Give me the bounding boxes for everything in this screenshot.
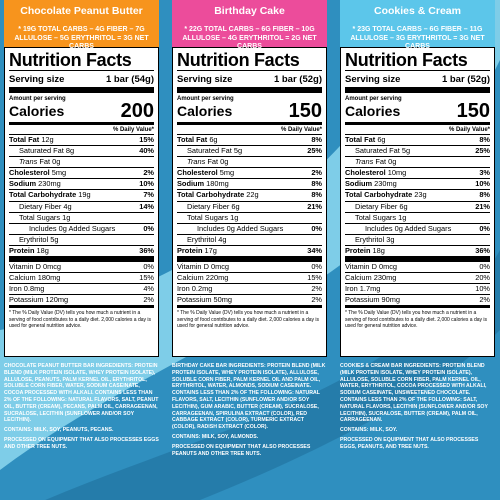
serving-size-value: 1 bar (52g) (441, 74, 490, 85)
ingredients-text: BIRTHDAY CAKE BAR INGREDIENTS: PROTEIN B… (172, 363, 326, 431)
total-fat-row: Total Fat 6g 8% (177, 134, 322, 144)
calcium-row: Calcium 220mg 15% (177, 272, 322, 283)
added-sugars-row: Includes 0g Added Sugars 0% (345, 222, 490, 234)
calcium-row: Calcium 180mg 15% (9, 272, 154, 283)
calories-label: Calories (345, 103, 401, 119)
flavor-header: Birthday Cake (172, 0, 327, 22)
calories-label: Calories (177, 103, 233, 119)
label-column-cookies-and-cream: Cookies & Cream * 23g TOTAL CARBS – 6g F… (340, 0, 495, 500)
calcium-row: Calcium 230mg 20% (345, 272, 490, 283)
potassium-row: Potassium 90mg 2% (345, 294, 490, 305)
label-column-chocolate-peanut-butter: Chocolate Peanut Butter * 19g TOTAL CARB… (4, 0, 159, 500)
allergen-contains: CONTAINS: MILK, SOY, ALMONDS. (172, 433, 259, 440)
flavor-header: Cookies & Cream (340, 0, 495, 22)
iron-row: Iron 1.7mg 10% (345, 283, 490, 294)
added-sugars-row: Includes 0g Added Sugars 0% (177, 222, 322, 234)
nutrition-facts-panel: Nutrition Facts Serving size 1 bar (52g)… (340, 47, 495, 357)
daily-value-footnote: * The % Daily Value (DV) tells you how m… (177, 310, 320, 329)
dietary-fiber-row: Dietary Fiber 6g 21% (177, 200, 322, 212)
trans-fat-row: Trans Fat 0g (177, 156, 322, 167)
vitamin-d-row: Vitamin D 0mcg 0% (177, 262, 322, 272)
daily-value-header: % Daily Value* (280, 127, 322, 133)
iron-row: Iron 0.2mg 2% (177, 283, 322, 294)
ingredients-text: COOKIES & CREAM BAR INGREDIENTS: PROTEIN… (340, 363, 488, 424)
protein-row: Protein 18g 36% (345, 244, 490, 255)
total-sugars-row: Total Sugars 1g (177, 211, 322, 223)
vitamin-d-row: Vitamin D 0mcg 0% (345, 262, 490, 272)
allergen-contains: CONTAINS: MILK, SOY. (340, 427, 398, 434)
net-carbs-note: * 22g TOTAL CARBS – 6g FIBER – 10g ALLUL… (172, 22, 327, 50)
total-carbohydrate-row: Total Carbohydrate 22g 8% (177, 189, 322, 200)
serving-size-value: 1 bar (52g) (273, 74, 322, 85)
serving-size-label: Serving size (345, 74, 401, 85)
serving-size-label: Serving size (9, 74, 65, 85)
erythritol-row: Erythritol 5g (9, 233, 154, 245)
nutrition-facts-title: Nutrition Facts (177, 50, 300, 70)
amount-per-serving: Amount per serving (345, 96, 402, 102)
calories-row: Calories 200 (9, 100, 154, 122)
calories-row: Calories 150 (177, 100, 322, 122)
calories-value: 200 (120, 100, 154, 122)
vitamin-d-row: Vitamin D 0mcg 0% (9, 262, 154, 272)
allergen-processed: PROCESSED ON EQUIPMENT THAT ALSO PROCESS… (340, 436, 479, 450)
serving-size-value: 1 bar (54g) (105, 74, 154, 85)
nutrition-facts-title: Nutrition Facts (345, 50, 468, 70)
total-sugars-row: Total Sugars 1g (345, 211, 490, 223)
amount-per-serving: Amount per serving (177, 96, 234, 102)
sodium-row: Sodium 230mg 10% (345, 178, 490, 189)
daily-value-header: % Daily Value* (112, 127, 154, 133)
dietary-fiber-row: Dietary Fiber 4g 14% (9, 200, 154, 212)
potassium-row: Potassium 50mg 2% (177, 294, 322, 305)
trans-fat-row: Trans Fat 0g (345, 156, 490, 167)
daily-value-header: % Daily Value* (448, 127, 490, 133)
ingredients-block: CHOCOLATE PEANUT BUTTER BAR INGREDIENTS:… (4, 363, 159, 451)
serving-size-label: Serving size (177, 74, 233, 85)
net-carbs-note: * 23g TOTAL CARBS – 6g FIBER – 11g ALLUL… (340, 22, 495, 50)
ingredients-block: BIRTHDAY CAKE BAR INGREDIENTS: PROTEIN B… (172, 363, 327, 457)
protein-row: Protein 18g 36% (9, 244, 154, 255)
amount-per-serving: Amount per serving (9, 96, 66, 102)
total-carbohydrate-row: Total Carbohydrate 19g 7% (9, 189, 154, 200)
calories-row: Calories 150 (345, 100, 490, 122)
potassium-row: Potassium 120mg 2% (9, 294, 154, 305)
calories-value: 150 (288, 100, 322, 122)
erythritol-row: Erythritol 4g (177, 233, 322, 245)
ingredients-block: COOKIES & CREAM BAR INGREDIENTS: PROTEIN… (340, 363, 495, 451)
protein-row: Protein 17g 34% (177, 244, 322, 255)
saturated-fat-row: Saturated Fat 8g 40% (9, 145, 154, 156)
allergen-processed: PROCESSED ON EQUIPMENT THAT ALSO PROCESS… (172, 443, 311, 457)
serving-size-row: Serving size 1 bar (52g) (177, 71, 322, 87)
trans-fat-row: Trans Fat 0g (9, 156, 154, 167)
allergen-processed: PROCESSED ON EQUIPMENT THAT ALSO PROCESS… (4, 436, 159, 450)
allergen-contains: CONTAINS: MILK, SOY, PEANUTS, PECANS. (4, 427, 114, 434)
sodium-row: Sodium 230mg 10% (9, 178, 154, 189)
cholesterol-row: Cholesterol 5mg 2% (9, 167, 154, 178)
daily-value-footnote: * The % Daily Value (DV) tells you how m… (9, 310, 152, 329)
calories-label: Calories (9, 103, 65, 119)
saturated-fat-row: Saturated Fat 5g 25% (177, 145, 322, 156)
cholesterol-row: Cholesterol 5mg 2% (177, 167, 322, 178)
nutrition-facts-title: Nutrition Facts (9, 50, 132, 70)
total-fat-row: Total Fat 6g 8% (345, 134, 490, 144)
added-sugars-row: Includes 0g Added Sugars 0% (9, 222, 154, 234)
saturated-fat-row: Saturated Fat 5g 25% (345, 145, 490, 156)
calories-value: 150 (456, 100, 490, 122)
daily-value-footnote: * The % Daily Value (DV) tells you how m… (345, 310, 488, 329)
nutrition-facts-panel: Nutrition Facts Serving size 1 bar (52g)… (172, 47, 327, 357)
total-carbohydrate-row: Total Carbohydrate 23g 8% (345, 189, 490, 200)
iron-row: Iron 0.8mg 4% (9, 283, 154, 294)
nutrition-facts-panel: Nutrition Facts Serving size 1 bar (54g)… (4, 47, 159, 357)
label-column-birthday-cake: Birthday Cake * 22g TOTAL CARBS – 6g FIB… (172, 0, 327, 500)
ingredients-text: CHOCOLATE PEANUT BUTTER BAR INGREDIENTS:… (4, 363, 159, 424)
total-sugars-row: Total Sugars 1g (9, 211, 154, 223)
net-carbs-note: * 19g TOTAL CARBS – 4g FIBER – 7g ALLULO… (4, 22, 159, 50)
serving-size-row: Serving size 1 bar (52g) (345, 71, 490, 87)
dietary-fiber-row: Dietary Fiber 6g 21% (345, 200, 490, 212)
total-fat-row: Total Fat 12g 15% (9, 134, 154, 144)
sodium-row: Sodium 180mg 8% (177, 178, 322, 189)
serving-size-row: Serving size 1 bar (54g) (9, 71, 154, 87)
flavor-header: Chocolate Peanut Butter (4, 0, 159, 22)
cholesterol-row: Cholesterol 10mg 3% (345, 167, 490, 178)
erythritol-row: Erythritol 3g (345, 233, 490, 245)
